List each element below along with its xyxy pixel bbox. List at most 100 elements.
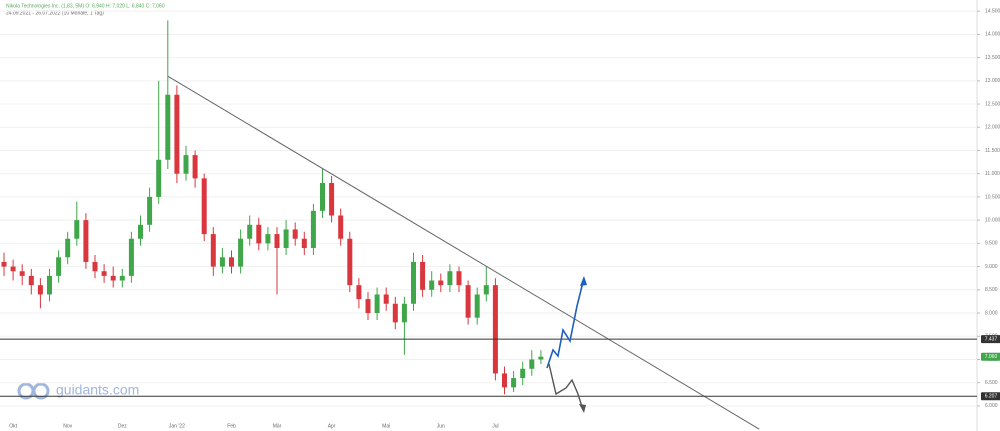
watermark-text: guidants.com <box>56 382 139 398</box>
arrowhead <box>580 276 587 286</box>
candle-body <box>37 285 43 295</box>
candle-body <box>92 261 98 272</box>
candle-body <box>183 155 189 174</box>
candle-body <box>101 271 107 276</box>
candle-body <box>56 257 62 276</box>
candle-body <box>128 238 134 276</box>
watermark: guidants.com <box>17 382 139 400</box>
x-tick-label: Mai <box>382 423 390 429</box>
y-tick-label: 14.500 <box>985 8 1000 14</box>
candle-body <box>529 359 535 369</box>
candle-body <box>28 275 34 286</box>
scenario-arrow-up <box>546 277 585 369</box>
candle-body <box>474 294 480 318</box>
x-tick-label: Nov <box>63 423 72 429</box>
y-tick-label: 10.000 <box>985 217 1000 223</box>
candle-body <box>238 238 244 267</box>
candle-body <box>411 261 416 304</box>
header-period: 24.09.2021 - 26.07.2022 (10 Monate, 1 Ta… <box>6 10 104 16</box>
candle-body <box>420 261 426 290</box>
candle-body <box>119 275 125 281</box>
level-label: 6.207 <box>985 394 998 400</box>
x-tick-label: Feb <box>227 423 236 429</box>
y-tick-label: 8.000 <box>985 310 998 316</box>
candle-body <box>401 303 407 323</box>
level-label-box <box>981 392 1000 401</box>
y-tick-label: 6.000 <box>985 403 998 409</box>
candle-body <box>447 271 453 286</box>
y-tick-label: 12.000 <box>985 125 1000 131</box>
candle-body <box>438 280 444 286</box>
level-label: 7.437 <box>985 337 998 343</box>
arrowhead <box>579 404 586 413</box>
scenario-arrow-down <box>548 363 584 411</box>
candle-body <box>347 238 353 286</box>
candle-body <box>147 196 153 225</box>
candle-body <box>10 266 16 272</box>
candle-body <box>465 285 471 318</box>
candle-body <box>1 261 7 267</box>
candle-body <box>356 285 362 300</box>
candle-body <box>83 220 89 262</box>
candle-body <box>392 303 398 323</box>
y-tick-label: 11.000 <box>985 171 1000 177</box>
candle-body <box>383 294 389 304</box>
y-tick-label: 8.500 <box>985 287 998 293</box>
candle-body <box>520 368 526 379</box>
level-label-box <box>981 335 1000 344</box>
candle-body <box>310 210 316 249</box>
candle-body <box>265 234 271 244</box>
candle-body <box>456 271 462 286</box>
x-tick-label: Apr <box>328 423 336 429</box>
trendline <box>167 75 760 430</box>
x-tick-label: Okt <box>9 423 17 429</box>
candle-body <box>219 257 225 267</box>
candle-body <box>174 94 180 174</box>
y-tick-label: 6.500 <box>985 380 998 386</box>
candle-body <box>156 159 162 197</box>
candle-body <box>338 215 344 239</box>
x-tick-label: Jul <box>492 423 498 429</box>
logo <box>32 382 50 400</box>
y-tick-label: 10.500 <box>985 194 1000 200</box>
candle-body <box>301 238 307 249</box>
header-instrument: Nikola Technologies Inc. (1,83, 5M) O: 6… <box>6 3 165 9</box>
candle-body <box>538 356 544 360</box>
y-tick-label: 13.000 <box>985 78 1000 84</box>
candle-body <box>110 275 116 281</box>
y-tick-label: 13.500 <box>985 55 1000 61</box>
candle-body <box>229 257 234 267</box>
x-tick-label: Dez <box>118 423 127 429</box>
x-tick-label: Mär <box>273 423 282 429</box>
candle-body <box>320 182 325 211</box>
candle-body <box>210 234 216 267</box>
candle-body <box>283 229 289 249</box>
y-tick-label: 14.000 <box>985 32 1000 38</box>
candle-body <box>65 238 71 258</box>
candle-body <box>374 294 380 314</box>
candle-body <box>483 285 489 295</box>
candle-body <box>19 271 25 276</box>
y-tick-label: 12.500 <box>985 101 1000 107</box>
x-tick-label: Jan '22 <box>169 423 185 429</box>
candle-body <box>165 94 171 160</box>
candle-body <box>502 373 507 388</box>
candle-body <box>138 224 143 239</box>
candle-body <box>429 280 435 290</box>
candle-body <box>492 285 498 374</box>
x-tick-label: Jun <box>437 423 445 429</box>
candle-body <box>201 178 207 235</box>
candle-body <box>365 299 371 314</box>
last-price-box <box>981 352 1000 361</box>
y-tick-label: 9.000 <box>985 264 998 270</box>
candle-body <box>256 224 262 244</box>
candle-body <box>74 220 80 239</box>
y-tick-label: 9.500 <box>985 241 998 247</box>
candle-body <box>47 275 52 295</box>
candle-body <box>329 182 335 216</box>
candle-body <box>247 224 253 239</box>
candle-body <box>292 229 298 239</box>
candle-body <box>192 155 198 179</box>
candle-body <box>274 234 280 249</box>
